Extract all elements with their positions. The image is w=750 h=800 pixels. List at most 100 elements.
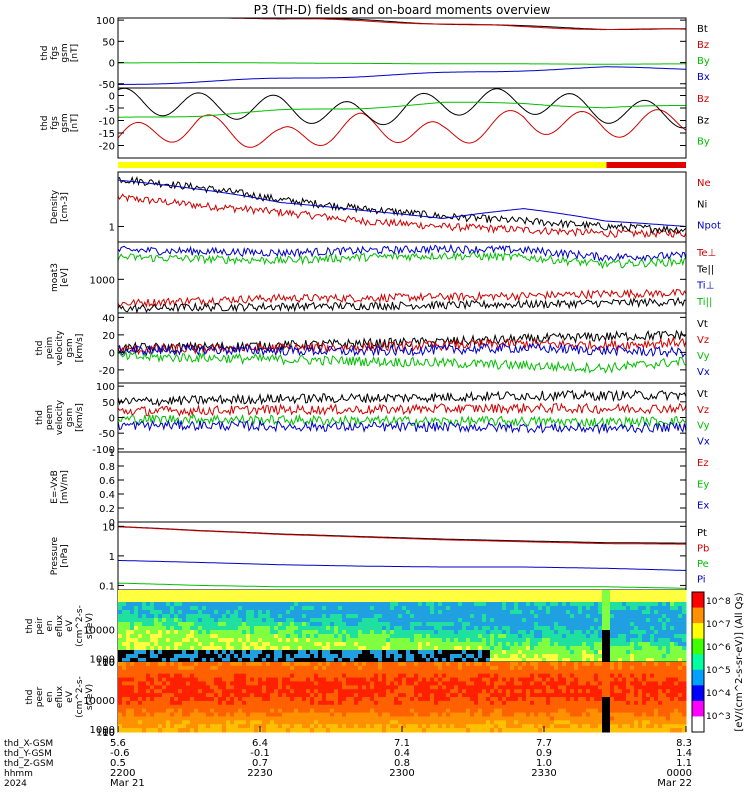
- legend-8-3: Pe: [697, 559, 709, 570]
- time-tick-value-1-2: -0.6: [110, 748, 130, 759]
- time-axis-label-2: thd_Y-GSM: [4, 749, 52, 759]
- ylabel-7-1: E=-VxB: [50, 470, 60, 504]
- time-axis-label-1: thd_X-GSM: [4, 739, 53, 749]
- ylabel-10-1: thd: [25, 690, 35, 705]
- time-tick-value-4-4: 2330: [531, 768, 556, 779]
- ytick-label-7-2: 0.8: [99, 462, 115, 473]
- ylabel-1-2: fgs: [50, 46, 60, 60]
- panel-6: [117, 382, 687, 453]
- ylabel-6-1: thd: [35, 410, 45, 425]
- series-4-ti: [118, 243, 686, 262]
- series-6-vz: [118, 402, 686, 417]
- ytick-label-8-1: 10: [102, 522, 115, 533]
- ylabel-10-3: en: [45, 691, 55, 702]
- series-4-te: [118, 288, 686, 308]
- legend-8-4: Pi: [697, 575, 706, 586]
- ytick-label-5-4: -20: [99, 366, 115, 377]
- time-tick-value-5-2: 1.4: [676, 748, 692, 759]
- legend-4-2: Te||: [696, 264, 714, 275]
- ylabel-6-4: gsm: [65, 408, 75, 427]
- series-1-bx: [118, 66, 686, 85]
- time-tick-value-5-3: 1.1: [676, 758, 692, 769]
- ylabel-3-1: Density: [50, 189, 60, 224]
- ytick-label-7-5: 0.2: [99, 504, 115, 515]
- ylabel-10-7: sr-eV): [85, 684, 95, 710]
- ylabel-10-6: (cm^2-s-: [75, 676, 85, 718]
- time-tick-value-2-3: 0.7: [252, 758, 268, 769]
- ylabel-2-1: thd: [40, 116, 50, 131]
- series-5-vx: [118, 342, 686, 359]
- time-tick-value-3-2: 0.4: [394, 748, 410, 759]
- ylabel-8-1: Pressure: [50, 536, 60, 575]
- time-tick-value-1-3: 0.5: [110, 758, 126, 769]
- ylabel-9-1: thd: [25, 619, 35, 634]
- series-2-bz: [118, 88, 686, 129]
- series-8-pb: [118, 526, 686, 545]
- ylabel-5-3: velocity: [55, 330, 65, 366]
- spectrogram-1: [118, 590, 687, 663]
- series-4-te: [118, 296, 686, 313]
- ylabel-5-1: thd: [35, 341, 45, 356]
- time-tick-value-4-2: 0.9: [536, 748, 552, 759]
- ytick-label-2-3: -10: [99, 117, 115, 128]
- legend-1-3: By: [697, 56, 710, 67]
- ytick-label-9-2: 1000: [90, 655, 115, 666]
- legend-5-4: Vx: [697, 367, 710, 378]
- panel-1: [117, 17, 687, 89]
- ytick-label-6-1: 100: [96, 382, 115, 393]
- legend-6-3: Vy: [697, 421, 710, 432]
- legend-6-1: Vt: [697, 389, 708, 400]
- ytick-label-8-2: 1: [109, 552, 115, 563]
- ytick-label-1-1: 100: [96, 16, 115, 27]
- series-3-ne: [118, 193, 686, 239]
- ytick-label-6-5: -100: [92, 445, 115, 456]
- legend-1-1: Bt: [697, 24, 708, 35]
- panel-frame-1: [117, 17, 687, 89]
- time-tick-value-5-1: 8.3: [676, 738, 692, 749]
- ytick-label-10-3: 100: [96, 728, 115, 739]
- colorbar-label: [eV/(cm^2-s-sr-eV)] (All Qs): [734, 592, 745, 731]
- time-axis-label-5: 2024: [4, 779, 27, 789]
- ytick-label-5-3: 0: [109, 348, 115, 359]
- legend-3-3: Npot: [697, 221, 721, 232]
- series-2-by: [118, 101, 686, 118]
- time-tick-value-1-5: Mar 21: [110, 778, 145, 789]
- ylabel-2-2: fgs: [50, 116, 60, 130]
- ytick-label-5-1: 40: [102, 313, 115, 324]
- time-tick-value-1-1: 5.6: [110, 738, 126, 749]
- legend-7-3: Ex: [697, 501, 709, 512]
- series-3-ni: [118, 176, 686, 235]
- ytick-label-1-4: -50: [99, 80, 115, 91]
- ylabel-1-3: gsm: [60, 43, 70, 62]
- colorbar-tick-6: 10^3: [706, 712, 731, 722]
- ylabel-3-2: [cm-3]: [60, 192, 70, 222]
- legend-6-4: Vx: [697, 436, 710, 447]
- legend-7-1: Ez: [697, 458, 709, 469]
- ylabel-9-4: eflux: [55, 614, 65, 637]
- legend-6-2: Vz: [697, 405, 709, 416]
- flag-bar-yellow: [118, 162, 607, 168]
- panel-frame-8: [117, 521, 687, 591]
- series-6-vx: [118, 418, 686, 435]
- colorbar-tick-5: 10^4: [706, 689, 731, 699]
- colorbar-tick-3: 10^6: [706, 643, 731, 653]
- time-axis-label-3: thd_Z-GSM: [4, 759, 53, 769]
- legend-7-2: Ey: [697, 479, 709, 490]
- ylabel-9-2: peir: [35, 617, 45, 635]
- time-tick-value-1-4: 2200: [110, 768, 135, 779]
- ytick-label-1-2: 50: [102, 37, 115, 48]
- time-tick-value-3-3: 0.8: [394, 758, 410, 769]
- series-5-vz: [118, 335, 686, 356]
- time-tick-value-4-1: 7.7: [536, 738, 552, 749]
- colorbar-tick-4: 10^5: [706, 666, 731, 676]
- series-5-vy: [118, 350, 686, 374]
- series-8-pt: [118, 526, 686, 544]
- ytick-label-7-3: 0.6: [99, 476, 115, 487]
- time-tick-value-2-1: 6.4: [252, 738, 268, 749]
- ylabel-5-2: peim: [45, 337, 55, 360]
- ytick-label-4-1: 1000: [90, 275, 115, 286]
- ytick-label-2-5: -20: [99, 142, 115, 153]
- time-tick-value-5-5: Mar 22: [657, 778, 692, 789]
- ytick-label-7-6: 0: [109, 518, 115, 529]
- legend-4-3: Ti⊥: [696, 281, 714, 292]
